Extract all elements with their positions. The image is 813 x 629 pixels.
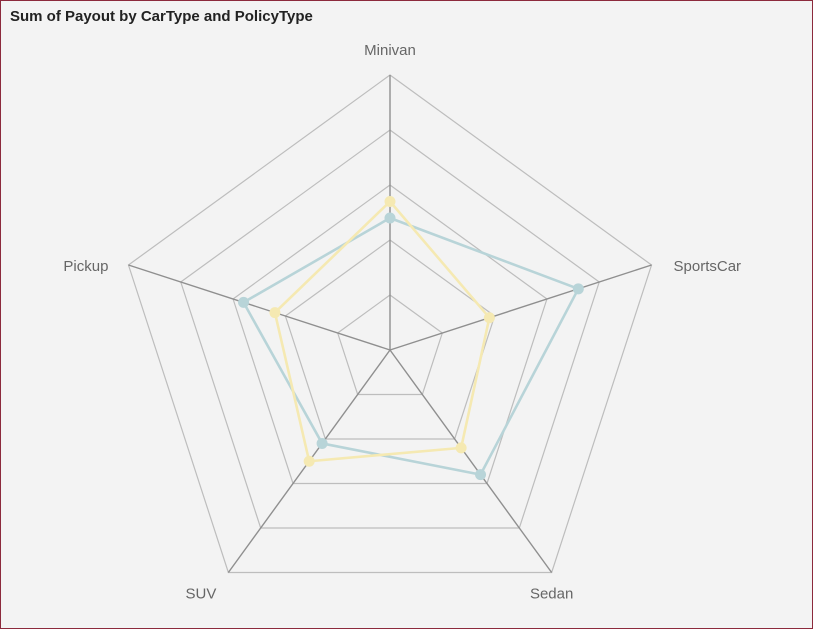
series-1-point-sportscar — [572, 283, 584, 295]
grid-ring-3 — [232, 184, 548, 485]
series-2-point-sportscar — [483, 312, 495, 324]
grid-ring-1 — [336, 294, 444, 396]
series-1-line — [242, 216, 580, 476]
chart-title: Sum of Payout by CarType and PolicyType — [10, 8, 313, 25]
series-2-point-minivan — [384, 196, 396, 207]
axis-label-suv: SUV — [186, 585, 217, 602]
series-1-point-pickup — [238, 296, 250, 308]
series-1-point-suv — [316, 437, 328, 449]
axis-label-pickup: Pickup — [63, 258, 108, 275]
series-2-point-pickup — [269, 307, 281, 319]
series-1-point-minivan — [384, 212, 396, 224]
spoke-sportscar — [389, 264, 652, 351]
axis-label-minivan: Minivan — [364, 42, 416, 59]
spoke-pickup — [128, 264, 391, 351]
grid-ring-5 — [127, 74, 653, 574]
axis-label-sedan: Sedan — [530, 585, 573, 602]
series-2-point-suv — [303, 455, 315, 467]
series-2-line — [273, 200, 491, 463]
series-2-point-sedan — [455, 442, 467, 454]
series-1-point-sedan — [475, 469, 487, 481]
axis-label-sportscar: SportsCar — [674, 258, 742, 275]
spoke-sedan — [389, 349, 553, 573]
grid-ring-4 — [180, 129, 600, 529]
